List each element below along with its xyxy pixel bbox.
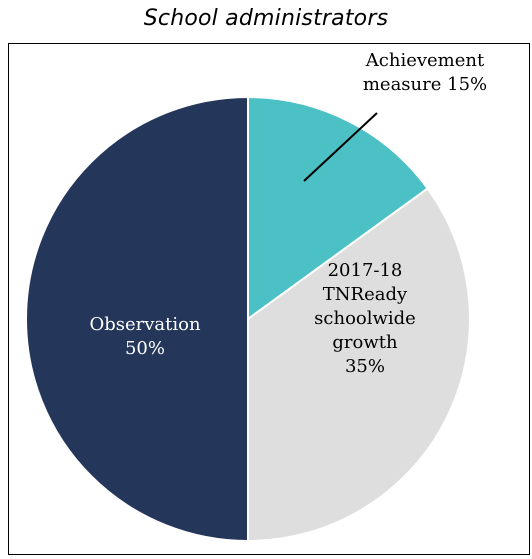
- slice-label-line: Observation: [89, 314, 201, 335]
- slice-label-line: growth: [332, 332, 398, 353]
- slice-label-observation: Observation 50%: [89, 314, 201, 359]
- slice-label-line: 2017-18: [328, 260, 403, 281]
- slice-label-line: Achievement: [365, 50, 485, 71]
- pie-slice-observation: [25, 95, 249, 543]
- slice-label-line: schoolwide: [314, 308, 416, 329]
- chart-title: School administrators: [143, 6, 389, 31]
- leader-line: [303, 112, 378, 182]
- slice-label-2017-18-tnready-schoolwide-growth: 2017-18 TNReady schoolwide growth 35%: [314, 260, 416, 377]
- slice-label-line: measure 15%: [363, 74, 487, 95]
- slice-label-line: 35%: [345, 356, 385, 377]
- pie-slice-achievement-measure: [247, 95, 429, 321]
- slice-label-achievement-measure: Achievement measure 15%: [363, 50, 487, 95]
- chart-frame: [8, 43, 530, 555]
- slice-label-line: 50%: [125, 338, 165, 359]
- pie-slice-2017-18-tnready-schoolwide-growth: [247, 187, 471, 543]
- slice-label-line: TNReady: [323, 284, 408, 305]
